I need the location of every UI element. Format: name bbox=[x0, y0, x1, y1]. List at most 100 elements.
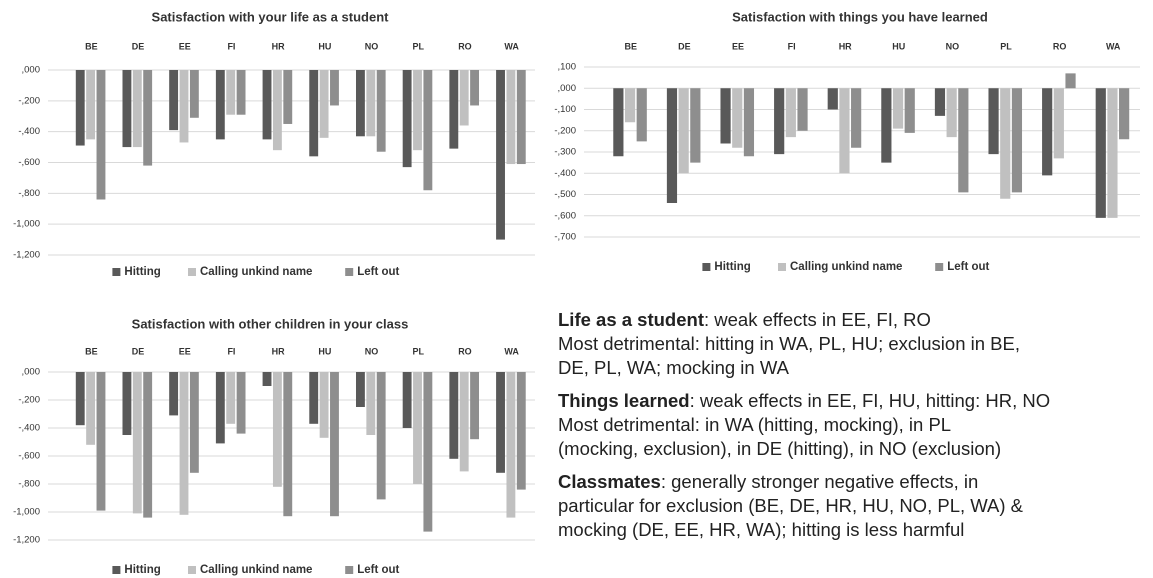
y-tick-label: -1,200 bbox=[13, 250, 40, 261]
bar bbox=[132, 70, 142, 148]
legend-swatch bbox=[112, 268, 121, 276]
note-line: Things learned: weak effects in EE, FI, … bbox=[558, 389, 1153, 413]
y-tick-label: -,800 bbox=[18, 188, 40, 199]
y-tick-label: -1,000 bbox=[13, 219, 40, 230]
bar bbox=[774, 88, 785, 155]
bar bbox=[189, 372, 199, 473]
y-tick-label: -,300 bbox=[554, 147, 576, 158]
x-tick-label: DE bbox=[132, 41, 145, 51]
bar bbox=[506, 372, 516, 518]
y-tick-label: -,200 bbox=[554, 125, 576, 136]
legend-swatch bbox=[345, 566, 354, 574]
bar bbox=[946, 88, 957, 138]
bar bbox=[86, 372, 96, 445]
y-tick-label: -1,000 bbox=[13, 507, 40, 518]
legend-swatch bbox=[188, 566, 196, 574]
y-tick-label: -,600 bbox=[18, 451, 40, 462]
bar bbox=[169, 372, 179, 416]
bar bbox=[283, 372, 293, 517]
bar bbox=[143, 70, 153, 166]
bar bbox=[1065, 73, 1076, 89]
chart-title: Satisfaction with your life as a student bbox=[152, 9, 390, 24]
x-tick-label: BE bbox=[625, 41, 638, 51]
legend-swatch bbox=[778, 263, 786, 271]
x-tick-label: PL bbox=[1000, 41, 1012, 51]
x-tick-label: FI bbox=[788, 41, 796, 51]
bar bbox=[636, 88, 647, 142]
legend-label: Left out bbox=[357, 266, 399, 278]
note-text: : weak effects in EE, FI, HU, hitting: H… bbox=[689, 390, 1051, 411]
bar bbox=[496, 372, 505, 473]
note-line: mocking (DE, EE, HR, WA); hitting is les… bbox=[558, 518, 1153, 542]
bar bbox=[355, 70, 365, 137]
bar bbox=[423, 372, 433, 532]
bar bbox=[355, 372, 365, 407]
x-tick-label: RO bbox=[458, 41, 472, 51]
note-text: DE, PL, WA; mocking in WA bbox=[558, 357, 789, 378]
bar bbox=[720, 88, 731, 144]
bar bbox=[904, 88, 915, 133]
bar bbox=[330, 372, 339, 517]
y-tick-label: -,400 bbox=[554, 168, 576, 179]
bar bbox=[96, 70, 106, 200]
x-tick-label: HR bbox=[272, 41, 285, 51]
legend-swatch bbox=[935, 263, 944, 271]
bar bbox=[1119, 88, 1130, 140]
bar bbox=[1053, 88, 1064, 159]
x-tick-label: EE bbox=[732, 41, 744, 51]
x-tick-label: FI bbox=[227, 346, 235, 356]
bar bbox=[506, 70, 516, 165]
bar bbox=[413, 372, 422, 484]
x-tick-label: HU bbox=[318, 41, 331, 51]
note-lead: Things learned bbox=[558, 390, 690, 411]
y-tick-label: -,400 bbox=[18, 126, 40, 137]
legend-label: Left out bbox=[947, 261, 989, 273]
bar bbox=[262, 372, 272, 386]
notes: Life as a student : weak effects in EE, F… bbox=[558, 308, 1153, 551]
legend-label: Hitting bbox=[124, 266, 160, 278]
bar bbox=[236, 70, 246, 115]
bar bbox=[96, 372, 106, 511]
bar bbox=[958, 88, 969, 193]
x-tick-label: NO bbox=[365, 41, 379, 51]
note-line: DE, PL, WA; mocking in WA bbox=[558, 356, 1153, 380]
bar bbox=[376, 70, 386, 152]
bar bbox=[839, 88, 850, 174]
bar bbox=[743, 88, 755, 157]
x-tick-label: WA bbox=[1106, 41, 1121, 51]
bar bbox=[179, 70, 189, 143]
bar bbox=[319, 372, 329, 438]
bar bbox=[613, 88, 624, 157]
x-tick-label: DE bbox=[678, 41, 691, 51]
bar bbox=[402, 372, 412, 428]
bar bbox=[283, 70, 293, 124]
bar bbox=[1107, 88, 1118, 218]
x-tick-label: HU bbox=[318, 346, 331, 356]
bar bbox=[449, 372, 459, 459]
bar bbox=[309, 70, 319, 157]
note-text: particular for exclusion (BE, DE, HR, HU… bbox=[558, 495, 1024, 516]
bar bbox=[272, 70, 282, 151]
legend-label: Calling unkind name bbox=[790, 261, 902, 273]
legend-label: Hitting bbox=[124, 564, 160, 576]
bar bbox=[423, 70, 433, 191]
x-tick-label: BE bbox=[85, 41, 98, 51]
legend-swatch bbox=[112, 566, 121, 574]
bar bbox=[624, 88, 636, 123]
y-tick-label: -,600 bbox=[18, 157, 40, 168]
x-tick-label: EE bbox=[179, 41, 191, 51]
bar bbox=[122, 70, 132, 148]
note: Things learned: weak effects in EE, FI, … bbox=[558, 389, 1153, 461]
bar bbox=[402, 70, 412, 168]
x-tick-label: PL bbox=[412, 346, 424, 356]
bar bbox=[988, 88, 999, 155]
bar bbox=[179, 372, 189, 515]
bar bbox=[330, 70, 339, 106]
bar bbox=[215, 70, 225, 140]
bar bbox=[1095, 88, 1106, 218]
note-lead: Life as a student bbox=[558, 309, 704, 330]
bar bbox=[516, 372, 526, 490]
bar bbox=[366, 372, 376, 435]
bar bbox=[732, 88, 743, 148]
bar bbox=[892, 88, 904, 129]
